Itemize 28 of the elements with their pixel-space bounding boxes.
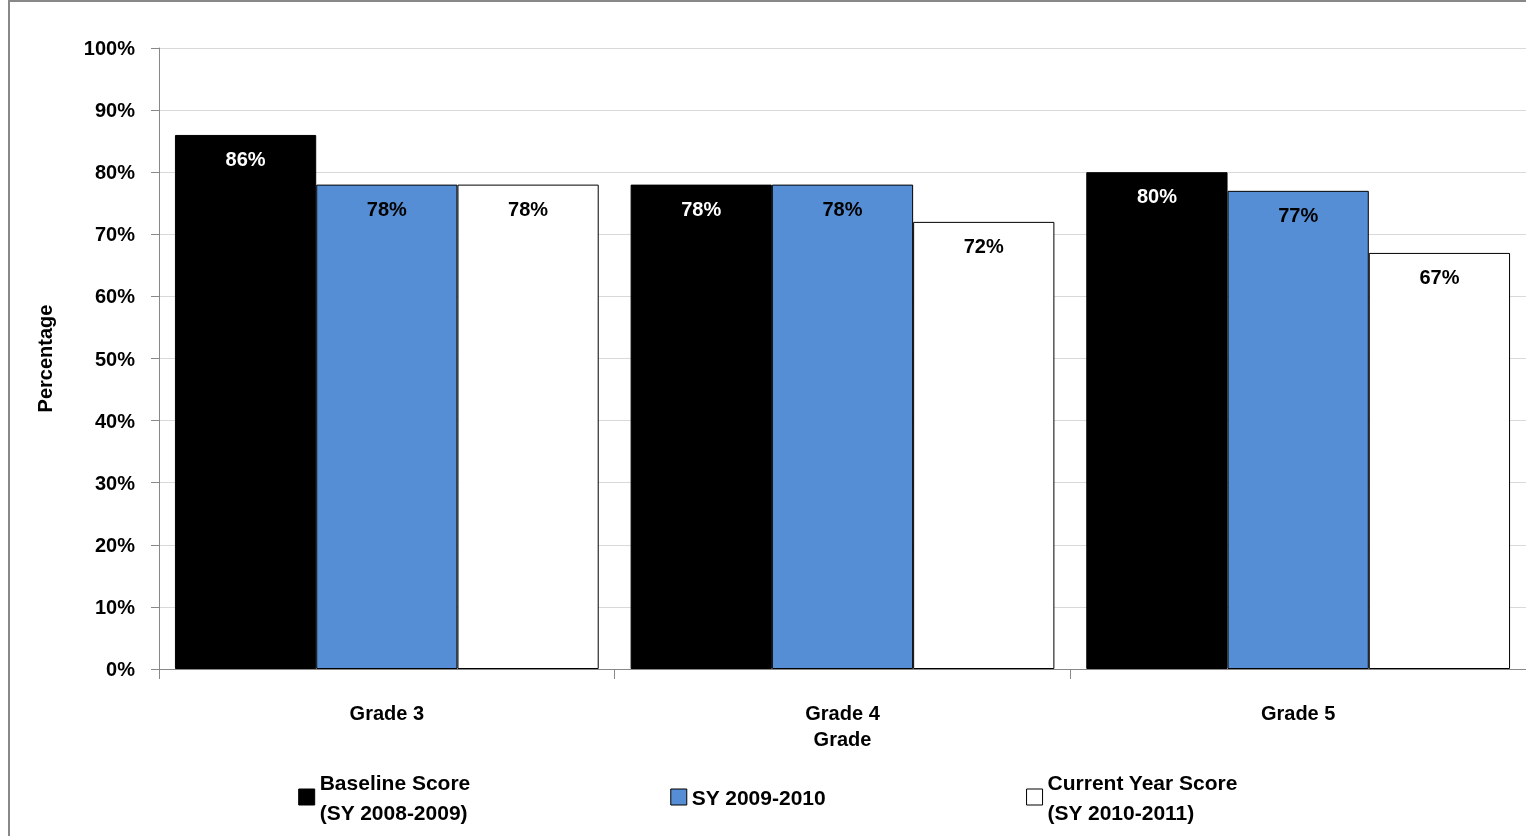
- text: 78%: [366, 197, 407, 220]
- y-tick-label: 10%: [94, 595, 136, 618]
- text: 86%: [225, 147, 266, 170]
- y-tick-label: 100%: [83, 37, 136, 59]
- text: 80%: [1136, 185, 1177, 208]
- y-tick-label: 70%: [94, 223, 136, 246]
- y-tick-label: 60%: [94, 285, 136, 308]
- x-tick-label: Grade 3: [349, 702, 425, 724]
- y-tick-label: 90%: [94, 99, 136, 122]
- legend-label: Baseline Score (SY 2008-2009): [319, 770, 471, 824]
- text: 77%: [1278, 203, 1319, 226]
- y-tick-label: 40%: [94, 409, 136, 432]
- text: 78%: [508, 197, 549, 220]
- y-tick-label: 0%: [106, 658, 136, 680]
- x-tick-label: Grade 5: [1260, 702, 1336, 724]
- x-tick-label: Grade 4: [805, 702, 881, 724]
- y-axis-title: Percentage: [34, 304, 56, 413]
- y-tick-label: 30%: [94, 471, 136, 494]
- legend-label: SY 2009-2010: [691, 785, 826, 809]
- x-axis-title: Grade: [813, 728, 872, 750]
- text: 72%: [963, 234, 1004, 257]
- y-tick-label: 50%: [94, 347, 136, 370]
- text: 78%: [822, 197, 863, 220]
- y-tick-label: 20%: [94, 533, 136, 556]
- legend-label: Current Year Score (SY 2010-2011): [1047, 770, 1238, 824]
- y-tick-label: 80%: [94, 161, 136, 184]
- text: 78%: [681, 197, 722, 220]
- text: 67%: [1419, 265, 1460, 288]
